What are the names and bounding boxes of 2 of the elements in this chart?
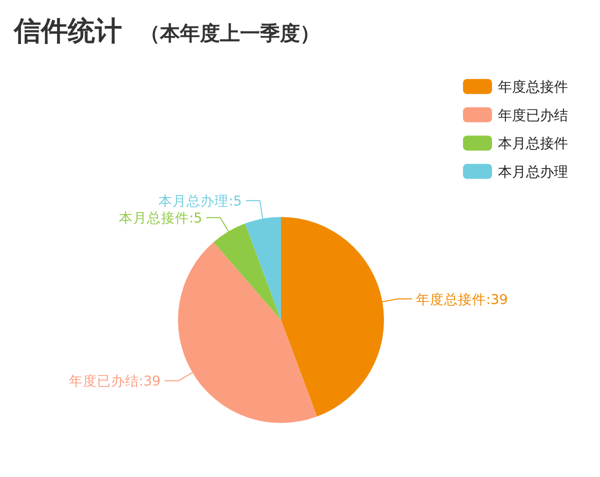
subtitle: （本年度上一季度） xyxy=(140,21,320,45)
title: 信件统计 xyxy=(14,16,122,47)
